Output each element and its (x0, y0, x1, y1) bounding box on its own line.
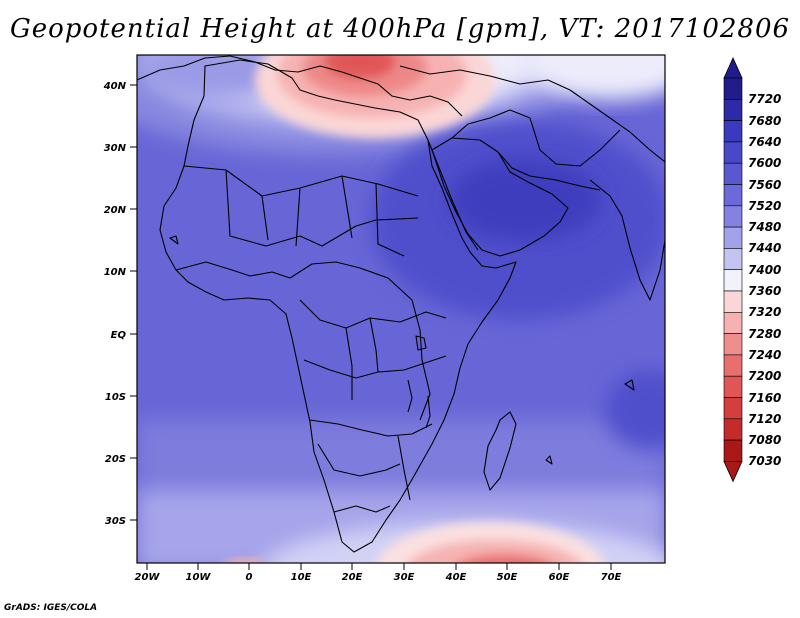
lat-tick-label: 10S (105, 392, 126, 403)
colorbar-swatch (723, 311, 743, 334)
colorbar-min-arrow (723, 461, 743, 483)
colorbar-level-label: 7320 (748, 305, 782, 320)
colorbar-level-label: 7200 (748, 369, 782, 384)
colorbar-swatch (723, 418, 743, 441)
lon-tick-label: 60E (549, 572, 570, 583)
colorbar (723, 57, 743, 483)
colorbar-swatch (723, 77, 743, 100)
credit-text: GrADS: IGES/COLA (4, 603, 98, 613)
lon-tick-label: 20W (135, 572, 161, 583)
feature-mediterranean-trough (255, 55, 495, 138)
colorbar-level-label: 7600 (748, 156, 782, 171)
height-field (137, 55, 665, 563)
lon-tick-label: 50E (497, 572, 518, 583)
lat-tick-label: 40N (103, 81, 127, 92)
colorbar-level-label: 7160 (748, 390, 782, 405)
colorbar-swatch (723, 354, 743, 377)
colorbar-swatch (723, 375, 743, 398)
lat-tick-label: 20N (104, 205, 127, 216)
colorbar-swatch (723, 99, 743, 121)
colorbar-level-label: 7520 (748, 198, 782, 213)
lon-tick-label: 20E (342, 572, 363, 583)
colorbar-swatch (723, 248, 743, 270)
colorbar-swatch (723, 226, 743, 249)
colorbar-level-label: 7080 (748, 433, 782, 448)
colorbar-level-label: 7240 (748, 347, 782, 362)
chart-title: Geopotential Height at 400hPa [gpm], VT:… (9, 14, 791, 44)
lon-tick-label: 40E (445, 572, 467, 583)
lat-axis (130, 84, 137, 521)
colorbar-level-label: 7480 (748, 220, 782, 235)
colorbar-level-label: 7360 (748, 284, 782, 298)
colorbar-max-arrow (723, 57, 743, 79)
colorbar-swatch (723, 290, 743, 313)
lat-tick-label: EQ (111, 330, 127, 341)
lon-tick-label: 10W (186, 572, 212, 583)
colorbar-level-label: 7680 (748, 113, 782, 128)
lat-tick-label: 10N (104, 267, 127, 278)
lat-tick-label: 20S (105, 454, 126, 465)
lon-tick-label: 0 (246, 572, 253, 583)
lat-tick-label: 30N (104, 143, 127, 154)
lat-tick-label: 30S (105, 516, 126, 527)
colorbar-level-label: 7560 (748, 177, 782, 192)
colorbar-swatch (723, 205, 743, 228)
colorbar-level-label: 7440 (748, 241, 782, 256)
colorbar-swatch (723, 141, 743, 164)
coastlines (137, 55, 665, 553)
colorbar-swatch (723, 162, 743, 185)
colorbar-level-label: 7120 (748, 411, 782, 426)
lon-tick-label: 10E (291, 572, 312, 583)
colorbar-level-label: 7400 (748, 262, 782, 277)
lon-tick-label: 30E (394, 572, 415, 583)
colorbar-swatch (723, 333, 743, 356)
colorbar-swatch (723, 184, 743, 207)
lon-axis (146, 563, 612, 570)
colorbar-swatch (723, 269, 743, 292)
colorbar-swatch (723, 439, 743, 462)
colorbar-level-label: 7640 (748, 134, 782, 149)
colorbar-swatch (723, 120, 743, 143)
colorbar-level-label: 7030 (748, 454, 782, 469)
colorbar-level-label: 7720 (748, 92, 782, 107)
feature-southern-low (225, 522, 604, 563)
colorbar-level-label: 7280 (748, 326, 782, 341)
colorbar-swatch (723, 397, 743, 420)
map-frame (136, 54, 666, 564)
lon-tick-label: 70E (601, 572, 622, 583)
